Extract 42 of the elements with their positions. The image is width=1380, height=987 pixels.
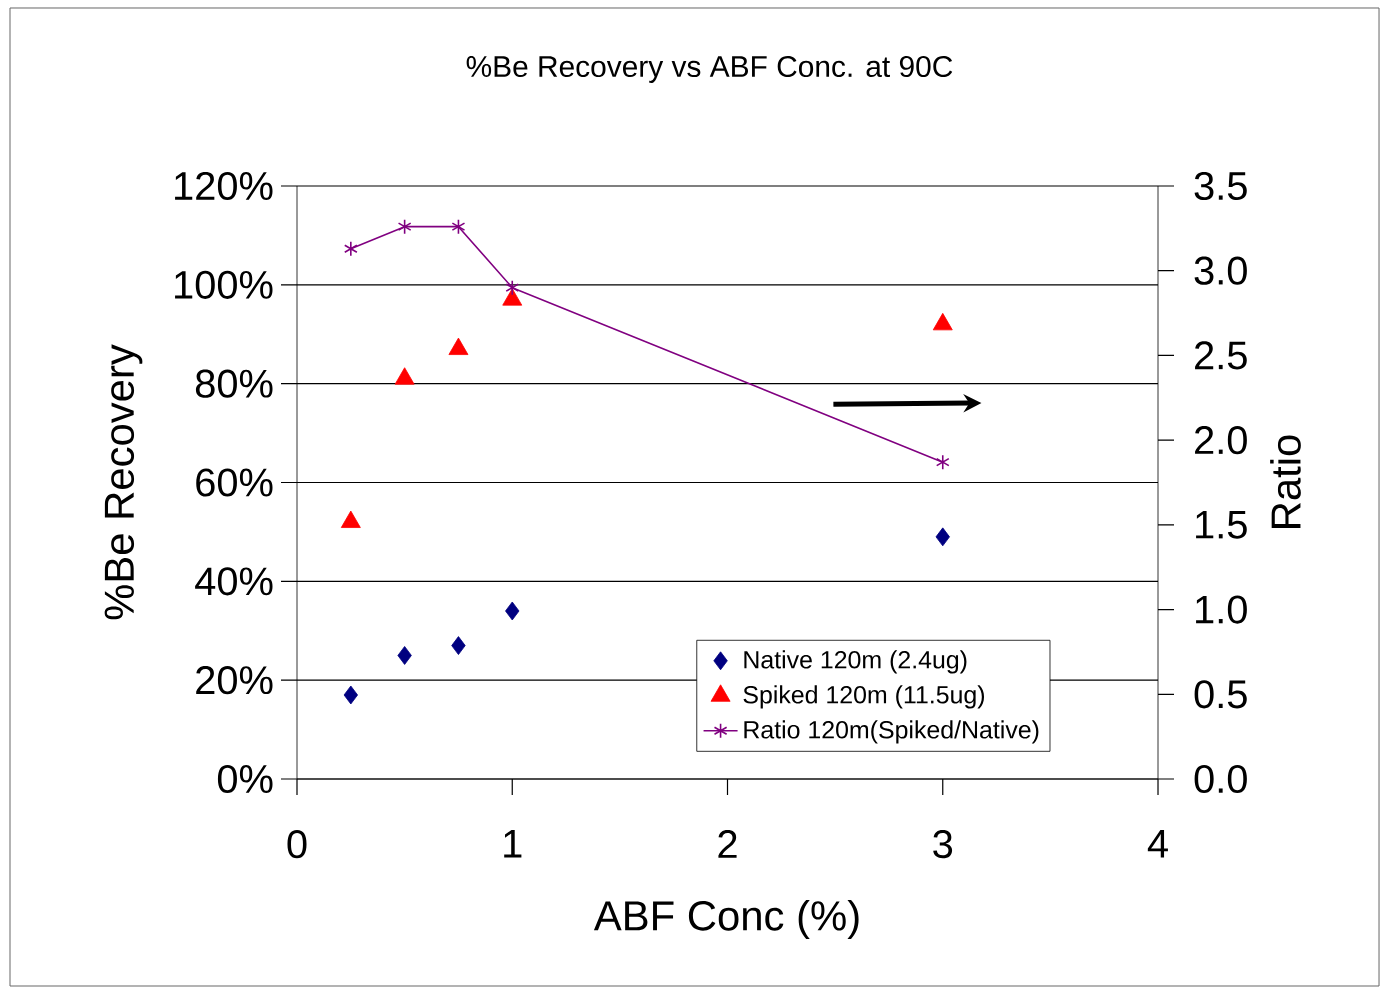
point [935, 527, 950, 547]
y2-tick-label: 0.0 [1194, 764, 1247, 794]
point [343, 685, 358, 705]
legend-label: Ratio 120m(Spiked/Native) [744, 720, 1039, 744]
x-tick-label: 2 [718, 830, 737, 858]
legend-label: Native 120m (2.4ug) [744, 650, 967, 674]
y-tick-label: 40% [195, 567, 273, 596]
point [397, 218, 412, 235]
y-axis-title: %Be Recovery [104, 344, 143, 620]
point [394, 367, 415, 385]
point [502, 288, 523, 306]
y2-tick-label: 2.5 [1195, 341, 1247, 370]
point [935, 454, 950, 470]
point [340, 510, 361, 528]
y2-tick-label: 1.0 [1196, 595, 1247, 624]
point [505, 279, 520, 296]
y2-tick-label: 1.5 [1196, 510, 1247, 539]
y2-axis-title: Ratio [1270, 435, 1301, 528]
point [451, 218, 466, 235]
x-tick-label: 0 [287, 830, 307, 859]
point [343, 240, 358, 257]
y-tick-label: 0% [217, 764, 273, 794]
legend-label: Spiked 120m (11.5ug) [743, 685, 985, 709]
x-axis-title: ABF Conc (%) [593, 899, 859, 939]
point [397, 646, 412, 665]
y2-tick-label: 0.5 [1194, 680, 1247, 709]
point [932, 312, 953, 331]
point [451, 636, 466, 655]
y-tick-label: 120% [175, 171, 273, 201]
point [505, 601, 520, 621]
x-tick-label: 4 [1147, 830, 1168, 858]
y-tick-label: 20% [196, 666, 273, 695]
chart-title: %Be Recovery vs ABF Conc. at 90C [466, 55, 953, 83]
y2-tick-label: 2.0 [1195, 426, 1247, 455]
x-tick-label: 1 [504, 830, 522, 858]
y-tick-label: 60% [196, 468, 273, 497]
y2-tick-label: 3.5 [1194, 171, 1247, 201]
x-tick-label: 3 [933, 830, 953, 859]
y-tick-label: 80% [195, 369, 273, 398]
point [448, 337, 469, 355]
y-tick-label: 100% [175, 270, 273, 299]
y2-tick-label: 3.0 [1194, 256, 1247, 285]
